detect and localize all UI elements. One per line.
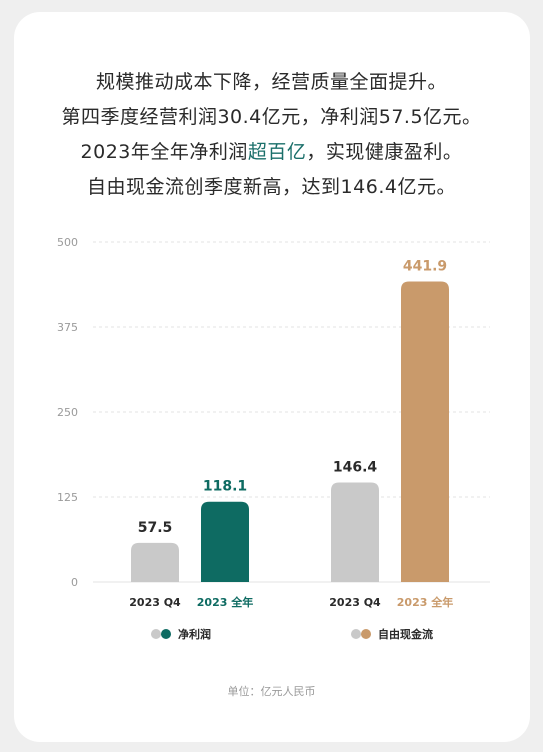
headline-line-3: 2023年全年净利润超百亿，实现健康盈利。 <box>0 137 543 164</box>
legend-swatch <box>161 629 171 639</box>
data-label: 146.4 <box>333 459 378 475</box>
legend-swatch-grey <box>351 629 361 639</box>
x-category-label: 2023 全年 <box>397 595 453 609</box>
bar <box>331 482 379 582</box>
legend-label: 自由现金流 <box>378 627 433 641</box>
headline-line-3-post: ，实现健康盈利。 <box>306 141 463 163</box>
y-tick-label: 0 <box>71 576 78 589</box>
unit-note: 单位：亿元人民币 <box>227 685 316 698</box>
bar <box>401 281 449 582</box>
x-category-label: 2023 Q4 <box>329 596 381 609</box>
bar <box>201 501 249 582</box>
data-label: 57.5 <box>138 520 173 536</box>
headline-line-4: 自由现金流创季度新高，达到146.4亿元。 <box>87 176 456 198</box>
x-category-label: 2023 全年 <box>197 595 253 609</box>
legend-swatch <box>361 629 371 639</box>
y-tick-label: 500 <box>57 236 78 249</box>
bar <box>131 542 179 582</box>
y-tick-label: 125 <box>57 491 78 504</box>
legend-label: 净利润 <box>178 627 211 641</box>
y-tick-label: 250 <box>57 406 78 419</box>
data-label: 118.1 <box>203 479 247 495</box>
x-category-label: 2023 Q4 <box>129 596 181 609</box>
legend-swatch-grey <box>151 629 161 639</box>
y-tick-label: 375 <box>57 321 78 334</box>
headline-accent: 超百亿 <box>247 141 307 163</box>
headline-line-2: 第四季度经营利润30.4亿元，净利润57.5亿元。 <box>61 106 482 128</box>
headline-line-3-pre: 2023年全年净利润 <box>80 141 248 163</box>
headline-line-1: 规模推动成本下降，经营质量全面提升。 <box>95 71 447 93</box>
data-label: 441.9 <box>403 259 447 275</box>
